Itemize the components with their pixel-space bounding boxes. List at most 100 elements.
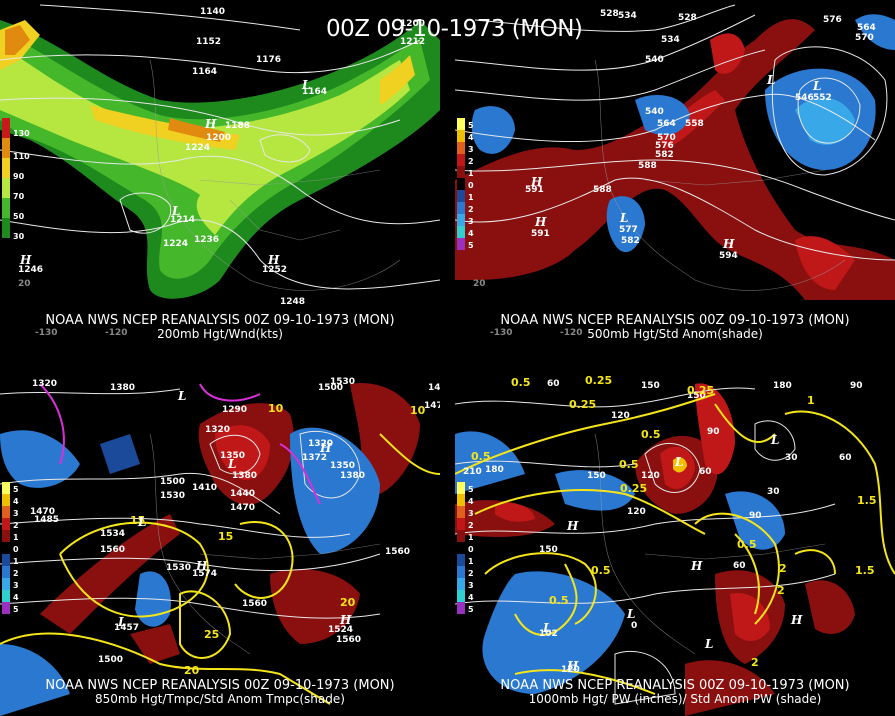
p1-colorbar-label: 50 bbox=[13, 212, 25, 221]
p3-pressure-center: L bbox=[117, 615, 126, 629]
p3-label: 1470 bbox=[424, 401, 440, 411]
p4-pw-label: 1.5 bbox=[857, 494, 877, 507]
p4-colorbar-label: 0 bbox=[468, 545, 474, 554]
p3-colorbar-label: 3 bbox=[13, 509, 19, 518]
p1-label: 1246 bbox=[18, 265, 43, 275]
p4-label: 102 bbox=[539, 629, 558, 639]
p1-colorbar-label: 110 bbox=[13, 152, 30, 161]
p2-colorbar-label: 1 bbox=[468, 169, 474, 178]
p4-colorbar-label: 2 bbox=[468, 569, 474, 578]
p2-label: -120 bbox=[560, 328, 583, 338]
p3-temp-label: 15 bbox=[218, 530, 233, 543]
p4-label: 150 bbox=[641, 381, 660, 391]
p4-pw-label: 0.5 bbox=[641, 428, 661, 441]
p4-pw-label: 0.5 bbox=[591, 564, 611, 577]
p4-label: 180 bbox=[485, 465, 504, 475]
p3-colorbar-label: 2 bbox=[13, 521, 19, 530]
p2-label: 588 bbox=[638, 161, 657, 171]
p4-label: 120 bbox=[561, 665, 580, 675]
p3-label: 1485 bbox=[34, 515, 59, 525]
p1-highs-lows: L H L H H bbox=[19, 78, 310, 267]
p4-label: 180 bbox=[773, 381, 792, 391]
p2-label: 534 bbox=[618, 11, 637, 21]
panel-850mb: 1320 1380 1530 1500 1440 1470 1290 1320 … bbox=[0, 374, 440, 716]
p4-colorbar-label: 1 bbox=[468, 533, 474, 542]
p4-label: 0 bbox=[631, 621, 637, 631]
p1-contour-labels: 1140 1200 1212 1152 1164 1176 1164 1188 … bbox=[18, 7, 425, 338]
p2-caption-source: NOAA NWS NCEP REANALYSIS 00Z 09-10-1973 … bbox=[500, 313, 850, 328]
p4-label: 120 bbox=[627, 507, 646, 517]
p3-label: 1320 bbox=[205, 425, 230, 435]
p4-label: 120 bbox=[641, 471, 660, 481]
p4-label: 90 bbox=[850, 381, 863, 391]
p3-label: 1534 bbox=[100, 529, 125, 539]
p4-label: 90 bbox=[749, 511, 762, 521]
p1-label: -130 bbox=[35, 328, 58, 338]
p1-label: 1152 bbox=[196, 37, 221, 47]
p3-colorbar-label: 1 bbox=[13, 533, 19, 542]
p3-label: 1410 bbox=[192, 483, 217, 493]
p4-label: 150 bbox=[687, 391, 706, 401]
p2-label: 528 bbox=[600, 9, 619, 19]
p1-pressure-center: L bbox=[301, 78, 310, 92]
p4-pw-label: 0.25 bbox=[569, 398, 596, 411]
p2-colorbar-label: 5 bbox=[468, 121, 474, 130]
p3-label: 1560 bbox=[385, 547, 410, 557]
p3-label: 1440 bbox=[428, 383, 440, 393]
p2-label: 540 bbox=[645, 55, 664, 65]
p4-pw-label: 0.25 bbox=[585, 374, 612, 387]
p3-pressure-center: L bbox=[137, 515, 146, 529]
p3-label: 1380 bbox=[110, 383, 135, 393]
p3-colorbar-label: 1 bbox=[13, 557, 19, 566]
p3-label: 1380 bbox=[232, 471, 257, 481]
p4-label: 60 bbox=[547, 379, 560, 389]
p1-pressure-center: H bbox=[204, 117, 217, 131]
panel-200mb-map: 1140 1200 1212 1152 1164 1176 1164 1188 … bbox=[0, 4, 440, 338]
p4-label: 30 bbox=[785, 453, 798, 463]
p3-colorbar-label: 4 bbox=[13, 497, 19, 506]
p4-pressure-center: L bbox=[770, 433, 779, 447]
p3-label: 1524 bbox=[328, 625, 353, 635]
p2-colorbar-label: 5 bbox=[468, 241, 474, 250]
p2-colorbar-label: 0 bbox=[468, 181, 474, 190]
p1-colorbar-label: 30 bbox=[13, 232, 25, 241]
p4-pw-label: 0.5 bbox=[549, 594, 569, 607]
p4-colorbar-label: 4 bbox=[468, 593, 474, 602]
panel-1000mb: 60 90 150 180 90 120 150 30 60 210 180 1… bbox=[455, 374, 895, 716]
panel-500mb-map: 528 534 528 534 540 576 564 570 546 552 … bbox=[455, 4, 895, 338]
p1-label: 1236 bbox=[194, 235, 219, 245]
p3-label: 1372 bbox=[302, 453, 327, 463]
p3-pressure-center: L bbox=[227, 457, 236, 471]
p4-pw-label: 0.5 bbox=[619, 458, 639, 471]
p4-caption-source: NOAA NWS NCEP REANALYSIS 00Z 09-10-1973 … bbox=[500, 678, 850, 693]
p4-colorbar: 5 4 3 2 1 0 1 2 3 4 5 bbox=[457, 482, 474, 614]
p3-temp-label: 15 bbox=[130, 514, 145, 527]
p4-label: 120 bbox=[611, 411, 630, 421]
p4-colorbar-label: 3 bbox=[468, 509, 474, 518]
p3-label: 1574 bbox=[192, 569, 217, 579]
p1-label: 1200 bbox=[206, 133, 231, 143]
p2-label: 564 bbox=[657, 119, 676, 129]
p2-label: 534 bbox=[661, 35, 680, 45]
p4-label: 60 bbox=[733, 561, 746, 571]
p2-label: 591 bbox=[531, 229, 550, 239]
p3-label: 1470 bbox=[230, 503, 255, 513]
p4-highs-lows: L L H L H H L L H bbox=[542, 433, 803, 673]
p2-pressure-center: L bbox=[619, 211, 628, 225]
p4-pressure-center: H bbox=[566, 519, 579, 533]
p4-label: 150 bbox=[539, 545, 558, 555]
p4-colorbar-label: 3 bbox=[468, 581, 474, 590]
p2-colorbar-label: 1 bbox=[468, 193, 474, 202]
p3-temp-label: 20 bbox=[184, 664, 200, 677]
p4-pw-label: 1 bbox=[807, 394, 815, 407]
p4-pressure-center: L bbox=[704, 637, 713, 651]
p4-label: 30 bbox=[767, 487, 780, 497]
p4-pw-label: 2 bbox=[777, 584, 785, 597]
p2-label: 540 bbox=[645, 107, 664, 117]
p2-label: 546 bbox=[795, 93, 814, 103]
p2-label: 570 bbox=[855, 33, 874, 43]
p4-label: 60 bbox=[699, 467, 712, 477]
p3-label: 1290 bbox=[222, 405, 247, 415]
p2-colorbar: 5 4 3 2 1 0 1 2 3 4 5 bbox=[457, 118, 474, 250]
